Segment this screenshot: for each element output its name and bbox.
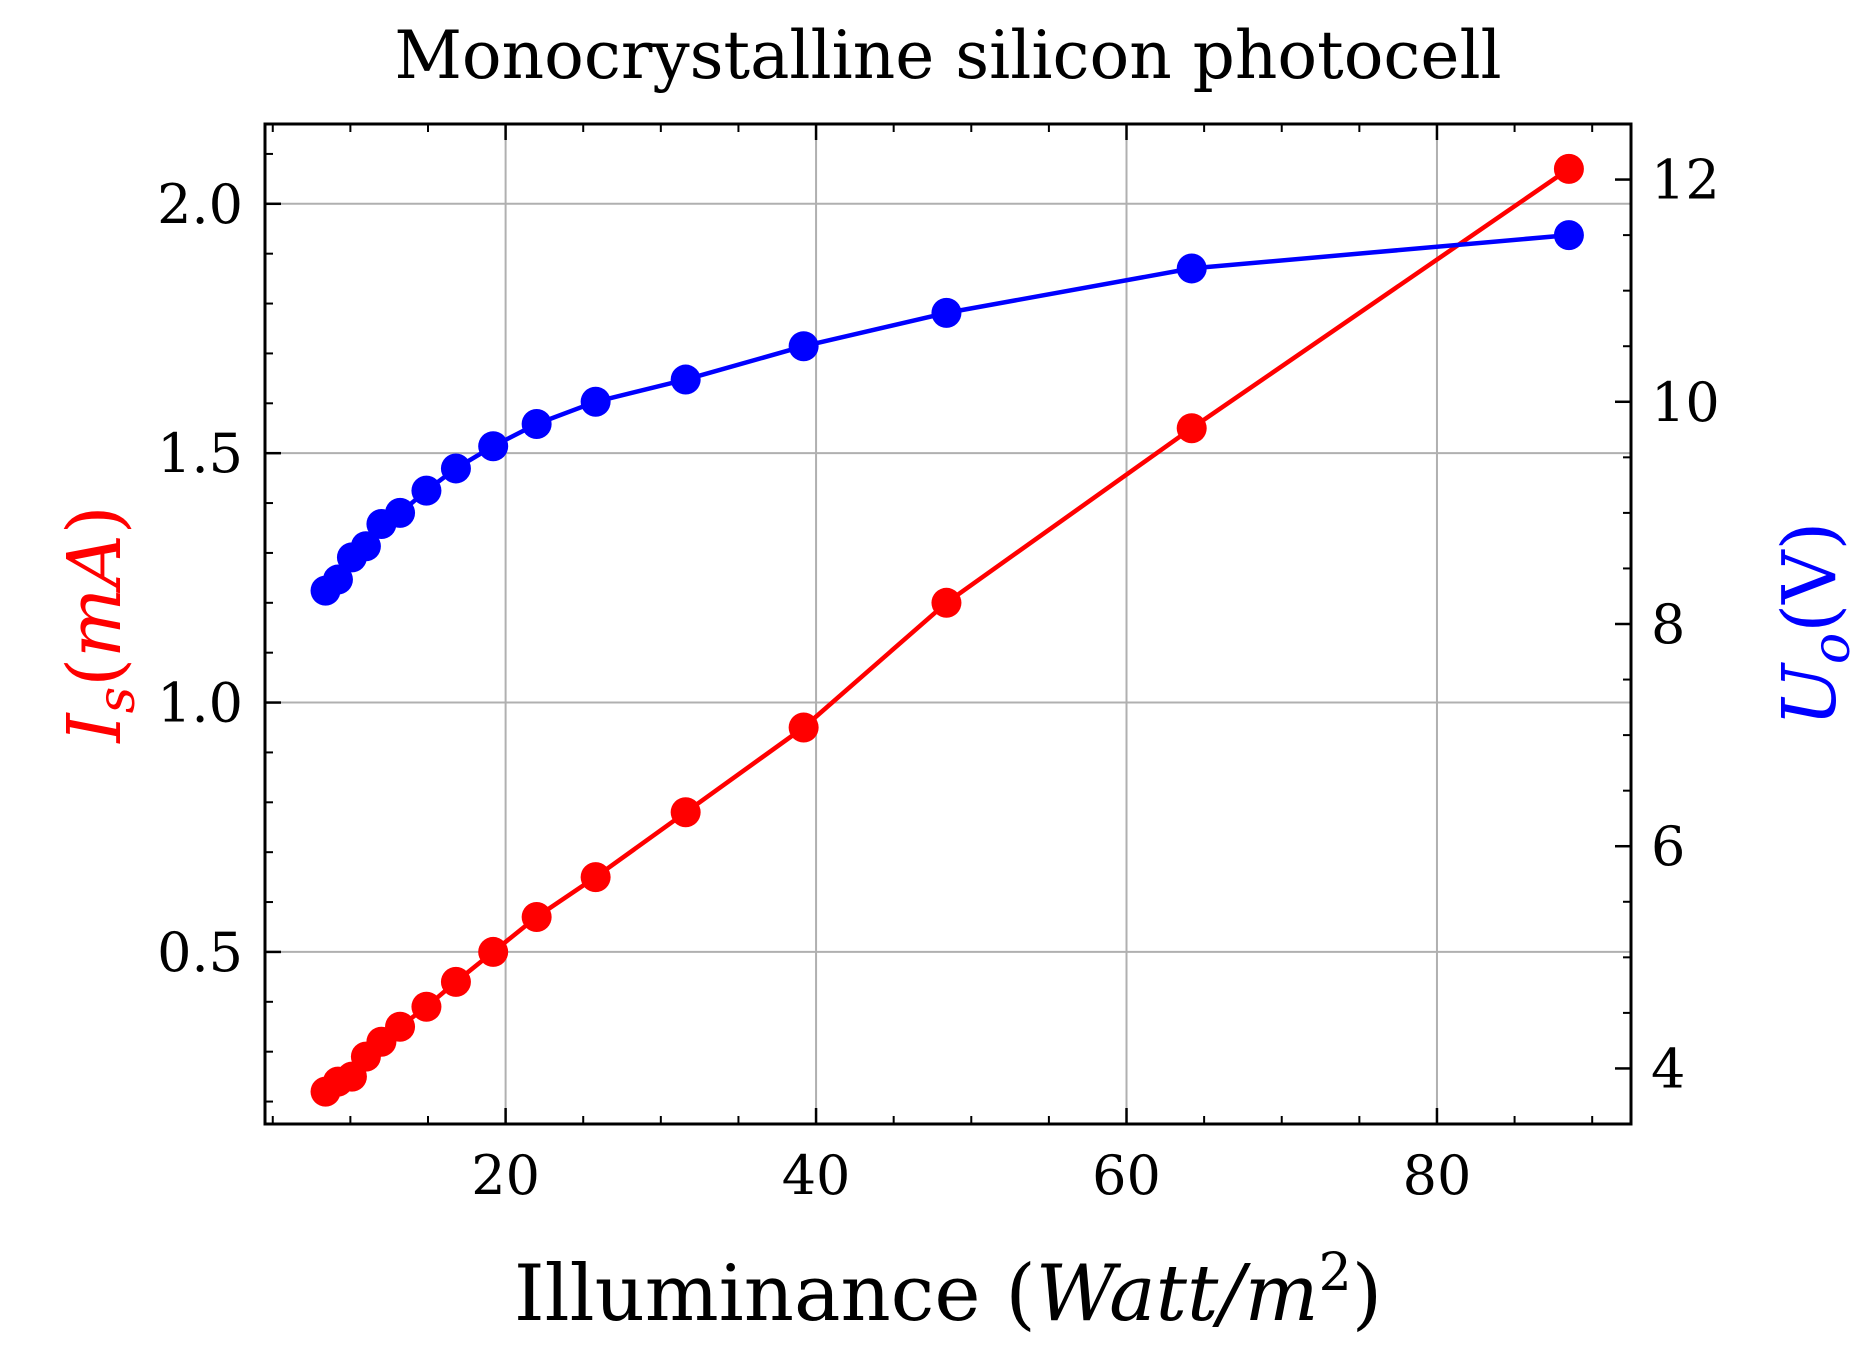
right-y-axis-label: Uo(V)	[1767, 522, 1861, 727]
series-2-point	[385, 497, 416, 528]
x-tick-label: 20	[471, 1144, 540, 1207]
x-axis-label: Illuminance (Watt/m2)	[514, 1243, 1382, 1339]
right-y-tick-label: 6	[1651, 815, 1685, 878]
series-2-point	[580, 386, 611, 417]
tick-labels: 20 40 60 80 0.5 1.0 1.5 2.0 4 6 8 10 12	[157, 149, 1720, 1207]
series-2-point	[350, 531, 381, 562]
series-1-point	[411, 991, 442, 1022]
series-1-point	[440, 966, 471, 997]
grid	[265, 124, 1631, 1124]
left-y-tick-label: 1.5	[157, 422, 243, 485]
series-2-point	[931, 297, 962, 328]
axis-ticks	[265, 124, 1631, 1124]
series-1-point	[670, 797, 701, 828]
left-y-tick-label: 0.5	[157, 921, 243, 984]
x-tick-label: 40	[782, 1144, 851, 1207]
chart-title: Monocrystalline silicon photocell	[394, 17, 1501, 94]
series-2-point	[670, 364, 701, 395]
series-1-point	[385, 1011, 416, 1042]
x-tick-label: 60	[1092, 1144, 1161, 1207]
series-2-point	[478, 431, 509, 462]
series-1-point	[580, 862, 611, 893]
right-y-tick-label: 12	[1651, 149, 1720, 212]
series-1-point	[1553, 153, 1584, 184]
series-points	[310, 153, 1584, 1107]
series-2-point	[1553, 220, 1584, 251]
series-1-point	[1176, 413, 1207, 444]
series-2-point	[440, 453, 471, 484]
right-y-tick-label: 4	[1651, 1037, 1685, 1100]
series-1-point	[521, 902, 552, 933]
x-tick-label: 80	[1403, 1144, 1472, 1207]
right-y-tick-label: 10	[1651, 371, 1720, 434]
series-2-point	[411, 475, 442, 506]
left-y-axis-label: Is(mA)	[52, 505, 147, 744]
series-2-point	[322, 564, 353, 595]
series-2-point	[788, 331, 819, 362]
series-2-line	[324, 232, 1570, 593]
series-1-point	[788, 712, 819, 743]
plot-frame	[263, 122, 1633, 1126]
series-1-point	[478, 936, 509, 967]
series-1-point	[931, 587, 962, 618]
left-y-tick-label: 2.0	[157, 173, 243, 236]
right-y-tick-label: 8	[1651, 593, 1685, 656]
series-2-point	[521, 409, 552, 439]
left-y-tick-label: 1.0	[157, 672, 243, 735]
series-2-point	[1176, 253, 1207, 284]
